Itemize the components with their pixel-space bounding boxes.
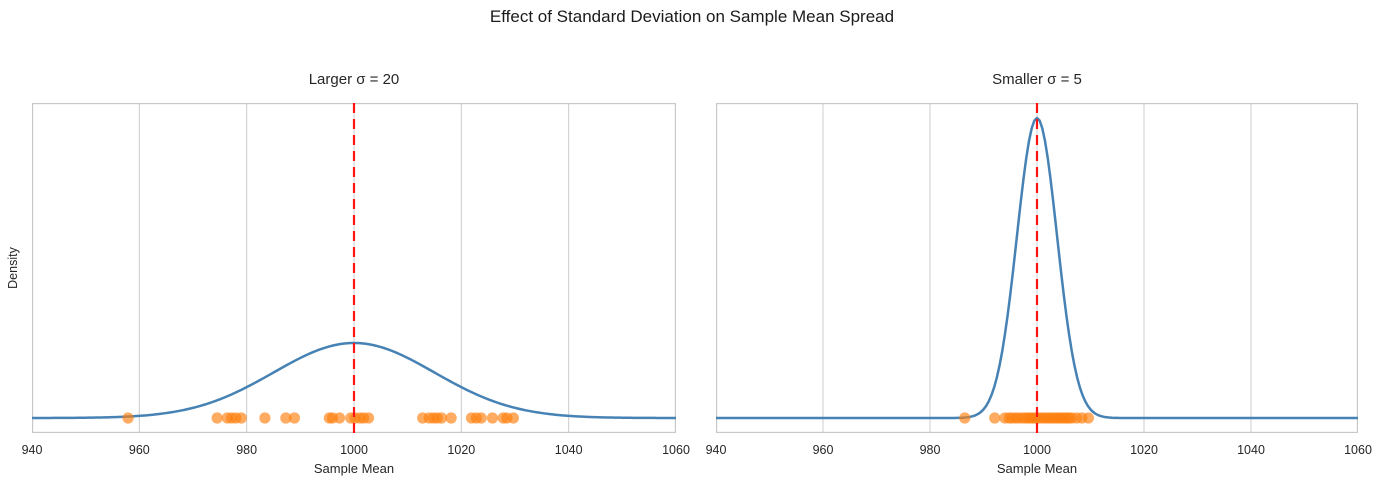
figure-title: Effect of Standard Deviation on Sample M… (489, 7, 895, 26)
sample-mean-point (259, 412, 271, 424)
sample-mean-point (1082, 412, 1094, 424)
x-axis-label: Sample Mean (996, 461, 1078, 476)
x-tick-label: 940 (21, 443, 43, 457)
sample-mean-point (435, 412, 448, 424)
x-tick-label: 940 (705, 443, 727, 457)
sample-mean-point (211, 412, 223, 424)
x-tick-label: 1040 (1237, 443, 1265, 457)
sample-mean-point (122, 412, 134, 424)
plot-area-smaller-sigma (716, 103, 1358, 433)
x-tick-label: 1040 (554, 443, 583, 457)
sample-mean-point (362, 412, 375, 424)
x-tick-label: 1060 (1344, 443, 1372, 457)
subplot-title-larger-sigma: Larger σ = 20 (308, 71, 400, 88)
y-axis-label: Density (6, 247, 20, 289)
x-tick-label: 980 (919, 443, 941, 457)
x-tick-label: 1060 (662, 443, 690, 457)
x-axis-label: Sample Mean (313, 461, 395, 476)
plot-area-larger-sigma (32, 103, 676, 433)
sample-mean-point (280, 412, 292, 424)
x-tick-label: 1000 (340, 443, 368, 457)
x-tick-label: 1020 (447, 443, 476, 457)
sample-mean-point (445, 412, 457, 424)
sample-mean-point (959, 412, 971, 424)
sample-mean-point (288, 412, 301, 424)
sample-mean-point (486, 412, 499, 424)
x-tick-label: 1000 (1023, 443, 1051, 457)
subplot-title-smaller-sigma: Smaller σ = 5 (992, 71, 1082, 88)
x-tick-label: 960 (812, 443, 834, 457)
density-curve (716, 116, 1358, 420)
sample-mean-point (475, 412, 487, 424)
x-tick-label: 960 (128, 443, 150, 457)
sample-mean-point (333, 412, 346, 424)
sample-mean-point (235, 412, 247, 424)
x-tick-label: 1020 (1130, 443, 1158, 457)
sample-mean-point (989, 412, 1001, 424)
sample-mean-point (507, 412, 519, 424)
x-tick-label: 980 (236, 443, 258, 457)
